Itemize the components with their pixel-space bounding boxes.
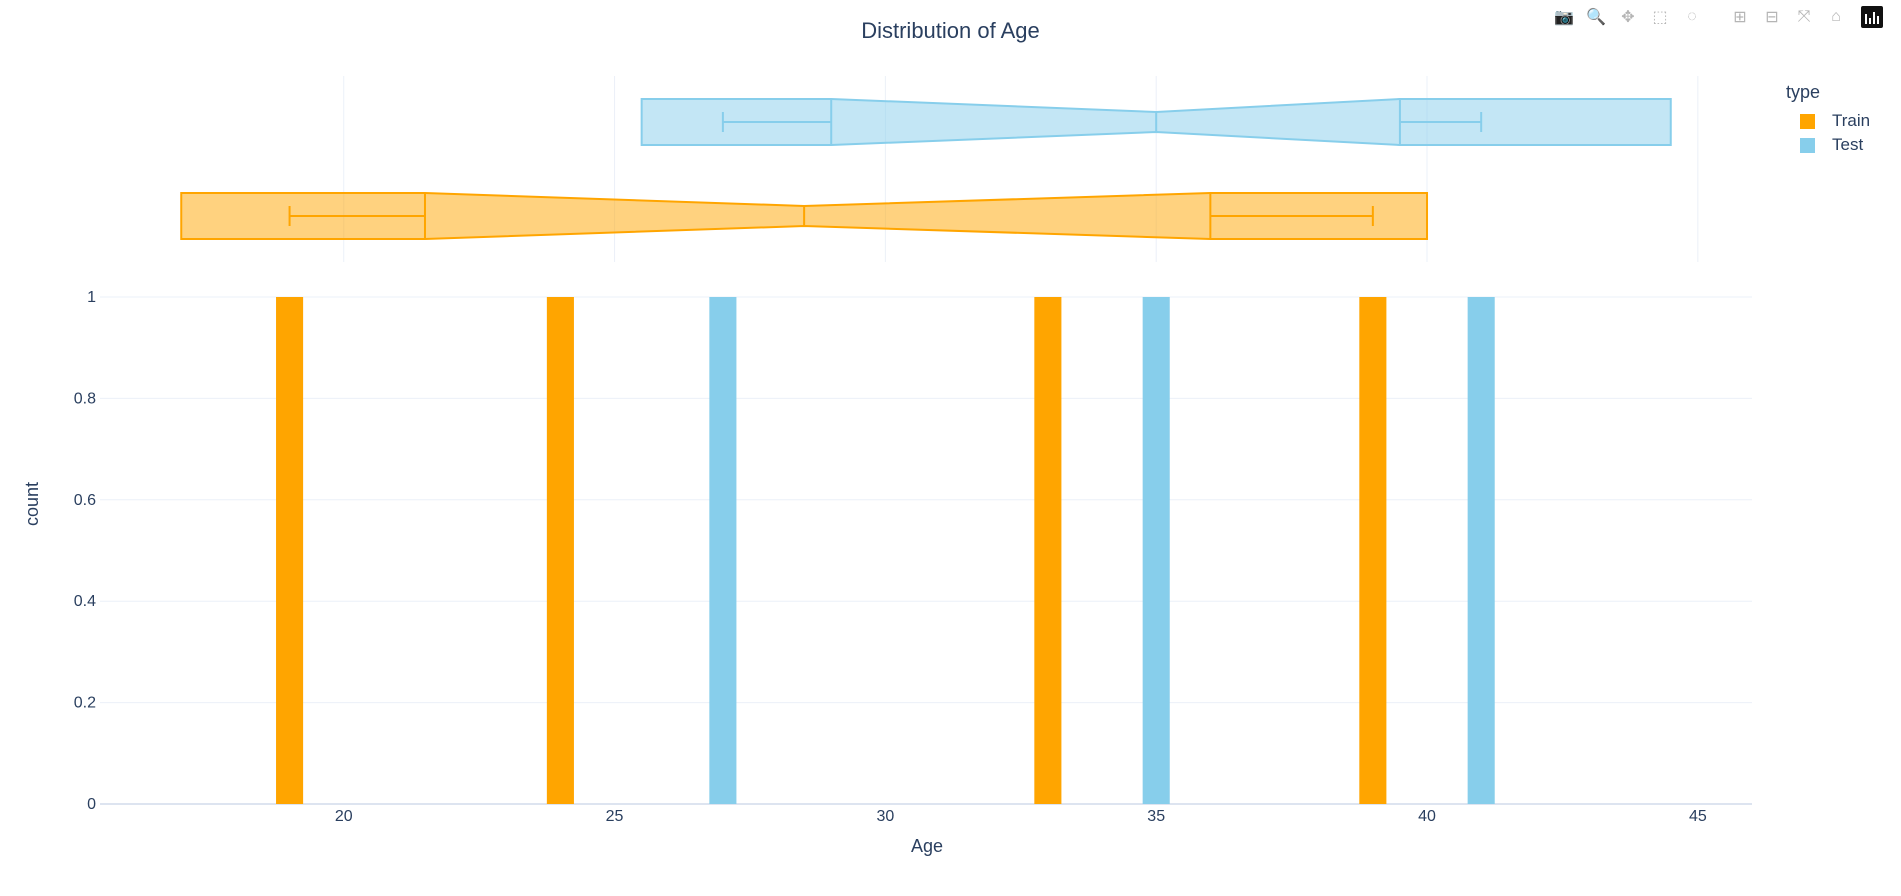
y-tick-label: 0.8 [74,390,96,407]
legend-title: type [1786,82,1821,102]
y-tick-label: 0.2 [74,695,96,712]
lasso-select-icon[interactable]: ◌ [1687,8,1697,25]
histogram-bar-test[interactable] [709,297,737,804]
y-tick-label: 0.6 [74,492,96,509]
x-tick-label: 40 [1418,808,1436,825]
legend-label: Test [1832,135,1864,154]
x-tick-label: 20 [335,808,353,825]
box-select-icon[interactable]: ⬚ [1652,9,1668,26]
x-tick-label: 45 [1689,808,1707,825]
autoscale-icon[interactable]: ⤧ [1797,8,1811,25]
x-tick-label: 35 [1147,808,1165,825]
legend-label: Train [1832,111,1871,130]
histogram-bar-train[interactable] [276,297,304,804]
y-axis-title: count [22,481,42,526]
x-axis-title: Age [910,836,944,856]
chart-title: Distribution of Age [861,18,1040,43]
legend-swatch [1800,113,1815,129]
camera-icon[interactable]: 📷 [1554,9,1574,26]
legend: type Train Test [1786,82,1870,157]
histogram-bar-train[interactable] [1034,297,1062,804]
histogram-bar-train[interactable] [546,297,574,804]
zoom-out-icon[interactable]: ⊟ [1765,9,1779,26]
histogram-bar-test[interactable] [1142,297,1170,804]
histogram-bar-train[interactable] [1359,297,1387,804]
y-tick-label: 0.4 [74,593,96,610]
legend-item-test[interactable]: Test [1800,133,1870,157]
plotly-logo-icon[interactable] [1861,6,1883,28]
zoom-icon[interactable]: 🔍 [1586,9,1606,26]
legend-swatch [1800,137,1815,153]
histogram-bar-test[interactable] [1467,297,1495,804]
x-tick-label: 30 [876,808,894,825]
y-tick-label: 1 [87,289,96,306]
x-tick-label: 25 [606,808,624,825]
legend-item-train[interactable]: Train [1800,109,1870,133]
modebar: 📷 🔍 ✥ ⬚ ◌ ⊞ ⊟ ⤧ ⌂ [1551,6,1883,28]
zoom-in-icon[interactable]: ⊞ [1733,9,1747,26]
y-tick-label: 0 [87,796,96,813]
pan-icon[interactable]: ✥ [1621,9,1635,26]
reset-axes-icon[interactable]: ⌂ [1831,8,1841,25]
